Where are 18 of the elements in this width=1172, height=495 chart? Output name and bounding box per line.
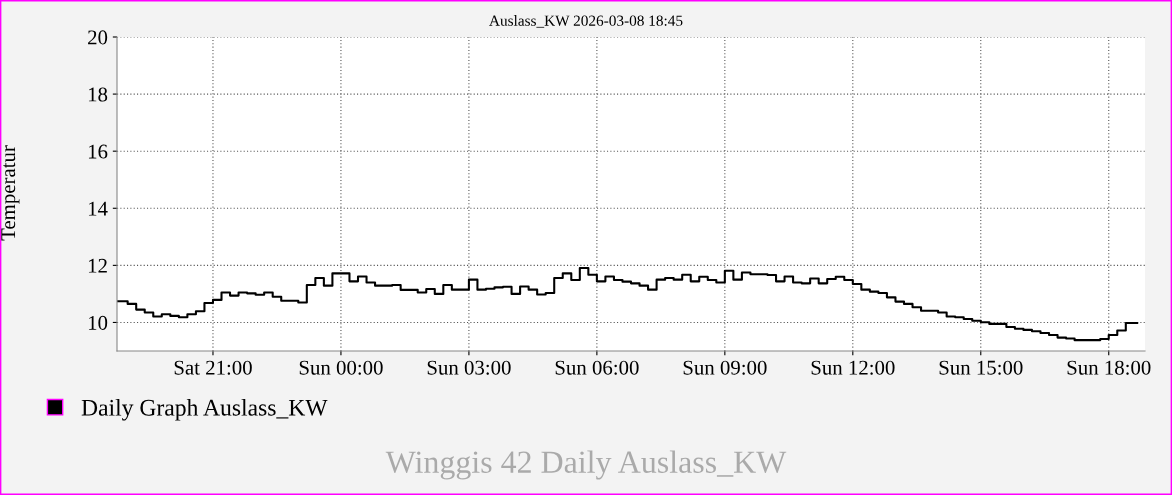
y-tick-label: 12 (88, 258, 107, 273)
text: Winggis 42 Daily Auslass_KW (385, 450, 787, 480)
x-tick-label: Sat 21:00 (174, 360, 252, 375)
y-tick-label: 14 (88, 201, 108, 216)
y-axis-title: Temperatur (1, 145, 20, 241)
y-tick-label: 16 (88, 144, 108, 159)
x-tick-label: Sun 15:00 (939, 360, 1023, 375)
x-tick-label: Sun 06:00 (555, 360, 639, 375)
x-tick-label: Sun 12:00 (811, 360, 895, 375)
x-tick-label: Sun 09:00 (683, 360, 767, 375)
legend-label: Daily Graph Auslass_KW (81, 399, 328, 421)
x-tick-label: Sun 03:00 (427, 360, 511, 375)
y-tick-label: 20 (88, 30, 108, 45)
x-tick-label: Sun 00:00 (299, 360, 383, 375)
y-tick-label: 18 (88, 87, 108, 102)
chart-title: Auslass_KW 2026-03-08 18:45 (489, 15, 683, 28)
y-tick-label: 10 (88, 315, 108, 330)
x-tick-label: Sun 18:00 (1067, 360, 1151, 375)
